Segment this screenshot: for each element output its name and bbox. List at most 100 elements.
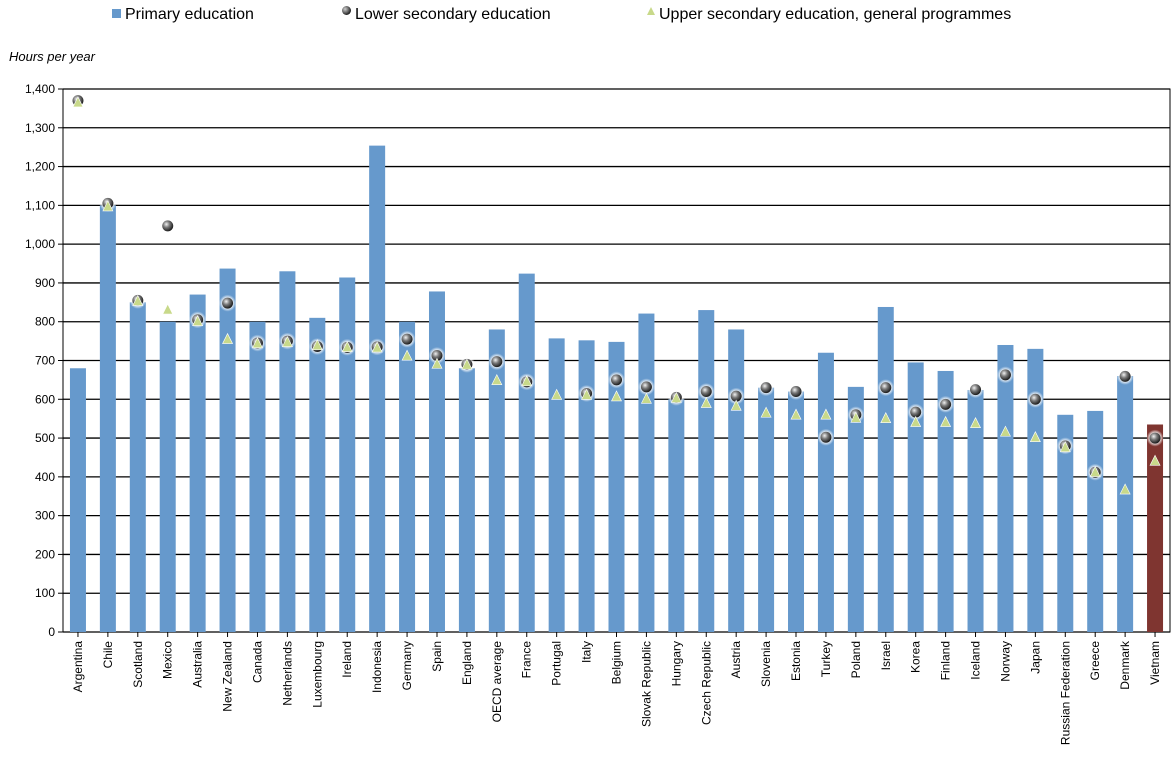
bar-chile: [99, 205, 116, 632]
y-tick-label: 900: [35, 276, 55, 290]
x-tick-label: Greece: [1088, 641, 1102, 681]
bar-slovenia: [758, 387, 775, 632]
x-tick-label: Ireland: [340, 641, 354, 678]
upper-secondary-marker: [790, 408, 802, 420]
upper-secondary-marker: [491, 373, 503, 385]
upper-secondary-marker: [760, 406, 772, 418]
bar-germany: [399, 321, 416, 632]
bar-portugal: [548, 338, 565, 632]
x-tick-label: Vietnam: [1148, 641, 1162, 685]
upper-secondary-marker: [1029, 431, 1041, 442]
upper-secondary-marker: [999, 425, 1011, 437]
x-tick-label: Belgium: [610, 641, 624, 684]
x-tick-label: Korea: [909, 641, 923, 673]
lower-secondary-marker: [820, 431, 832, 443]
bar-denmark: [1117, 376, 1134, 632]
bar-vietnam: [1147, 424, 1164, 632]
upper-secondary-marker: [281, 335, 293, 347]
bar-israel: [877, 306, 894, 632]
upper-secondary-marker: [192, 315, 204, 327]
lower-secondary-marker: [880, 382, 892, 394]
lower-secondary-marker: [790, 386, 802, 398]
x-tick-label: Indonesia: [370, 641, 384, 693]
upper-secondary-marker: [670, 391, 682, 403]
x-tick-label: Netherlands: [280, 641, 294, 706]
upper-secondary-marker: [102, 200, 114, 212]
x-tick-label: Argentina: [71, 641, 85, 693]
legend-swatch-triangle-icon: [647, 7, 655, 15]
upper-secondary-marker: [700, 396, 712, 408]
bar-italy: [578, 340, 595, 632]
y-tick-label: 1,200: [25, 160, 55, 174]
x-tick-label: Austria: [729, 641, 743, 679]
bar-korea: [907, 362, 924, 632]
lower-secondary-marker: [491, 356, 503, 368]
y-tick-label: 1,300: [25, 121, 55, 135]
lower-secondary-marker: [760, 382, 772, 394]
upper-secondary-marker: [371, 341, 383, 353]
bar-iceland: [967, 389, 984, 632]
bar-new-zealand: [219, 268, 236, 632]
upper-secondary-marker: [162, 303, 174, 315]
bar-indonesia: [369, 145, 386, 632]
bar-russian-federation: [1057, 414, 1074, 632]
bar-estonia: [788, 391, 805, 632]
x-tick-label: Slovenia: [759, 641, 773, 687]
x-tick-label: Turkey: [819, 641, 833, 677]
lower-secondary-marker: [640, 381, 652, 393]
y-tick-label: 0: [48, 625, 55, 639]
upper-secondary-marker: [730, 399, 742, 411]
legend-swatch-sphere-icon: [342, 6, 351, 15]
legend-swatch-square-icon: [112, 9, 121, 18]
x-tick-label: France: [520, 641, 534, 679]
upper-secondary-marker: [431, 357, 443, 369]
x-tick-label: Denmark: [1118, 640, 1132, 690]
upper-secondary-marker: [521, 375, 533, 387]
bar-luxembourg: [309, 317, 326, 632]
upper-secondary-marker: [820, 408, 832, 420]
x-tick-label: Hungary: [669, 641, 683, 686]
lower-secondary-marker: [401, 333, 413, 345]
lower-secondary-marker: [1119, 370, 1131, 382]
x-tick-label: Germany: [400, 641, 414, 690]
x-tick-label: Japan: [1028, 641, 1042, 674]
upper-secondary-marker: [132, 294, 144, 306]
lower-secondary-marker: [999, 369, 1011, 381]
lower-secondary-marker: [222, 297, 234, 309]
bar-japan: [1027, 348, 1044, 632]
bar-mexico: [159, 321, 176, 632]
legend-label-lower: Lower secondary education: [355, 6, 551, 23]
bar-norway: [997, 344, 1014, 632]
bar-australia: [189, 294, 206, 632]
upper-secondary-marker: [341, 341, 353, 353]
upper-secondary-marker: [1119, 483, 1131, 495]
x-tick-label: Spain: [430, 641, 444, 672]
bar-spain: [428, 291, 445, 632]
upper-secondary-marker: [401, 349, 413, 361]
bar-austria: [728, 329, 745, 632]
legend-label-upper: Upper secondary education, general progr…: [659, 6, 1012, 23]
x-tick-label: Scotland: [131, 641, 145, 688]
lower-secondary-marker: [940, 398, 952, 410]
lower-secondary-marker: [700, 386, 712, 398]
lower-secondary-marker: [970, 384, 982, 396]
y-tick-label: 400: [35, 470, 55, 484]
y-tick-label: 100: [35, 586, 55, 600]
bar-poland: [847, 386, 864, 632]
bar-slovak-republic: [638, 313, 655, 632]
lower-secondary-marker: [162, 220, 174, 232]
upper-secondary-marker: [1089, 465, 1101, 477]
y-tick-label: 700: [35, 354, 55, 368]
bar-belgium: [608, 341, 625, 632]
x-tick-label: Finland: [939, 641, 953, 680]
upper-secondary-marker: [640, 392, 652, 404]
y-tick-label: 1,400: [25, 82, 55, 96]
upper-secondary-marker: [581, 388, 593, 400]
x-tick-label: Czech Republic: [699, 641, 713, 725]
upper-secondary-marker: [880, 412, 892, 423]
x-tick-label: Iceland: [969, 641, 983, 680]
y-tick-label: 300: [35, 509, 55, 523]
lower-secondary-marker: [1029, 393, 1041, 405]
y-tick-label: 1,100: [25, 198, 55, 212]
